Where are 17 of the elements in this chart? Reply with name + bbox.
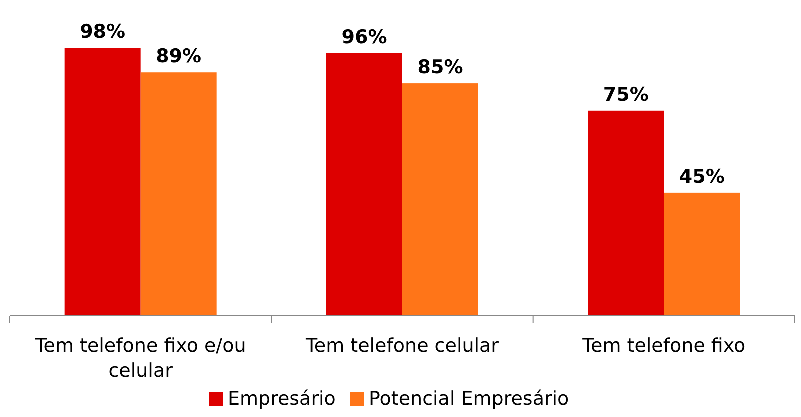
data-label: 98% (80, 21, 126, 43)
x-tick-label: Tem telefone fixo (582, 335, 746, 357)
bar (140, 72, 217, 316)
data-label: 45% (679, 166, 725, 188)
data-label: 85% (418, 56, 464, 79)
bar (402, 84, 478, 316)
x-tick-label: Tem telefone fixo e/ou celular (34, 335, 246, 382)
bar (664, 192, 740, 316)
data-label: 96% (342, 26, 388, 48)
bar (588, 110, 664, 316)
bar (64, 48, 141, 316)
data-label: 75% (603, 84, 649, 106)
bar (326, 53, 402, 316)
legend-label: Potencial Empresário (369, 388, 570, 410)
legend-label: Empresário (228, 388, 336, 410)
x-tick-label: Tem telefone celular (305, 335, 500, 357)
data-label: 89% (156, 46, 202, 68)
